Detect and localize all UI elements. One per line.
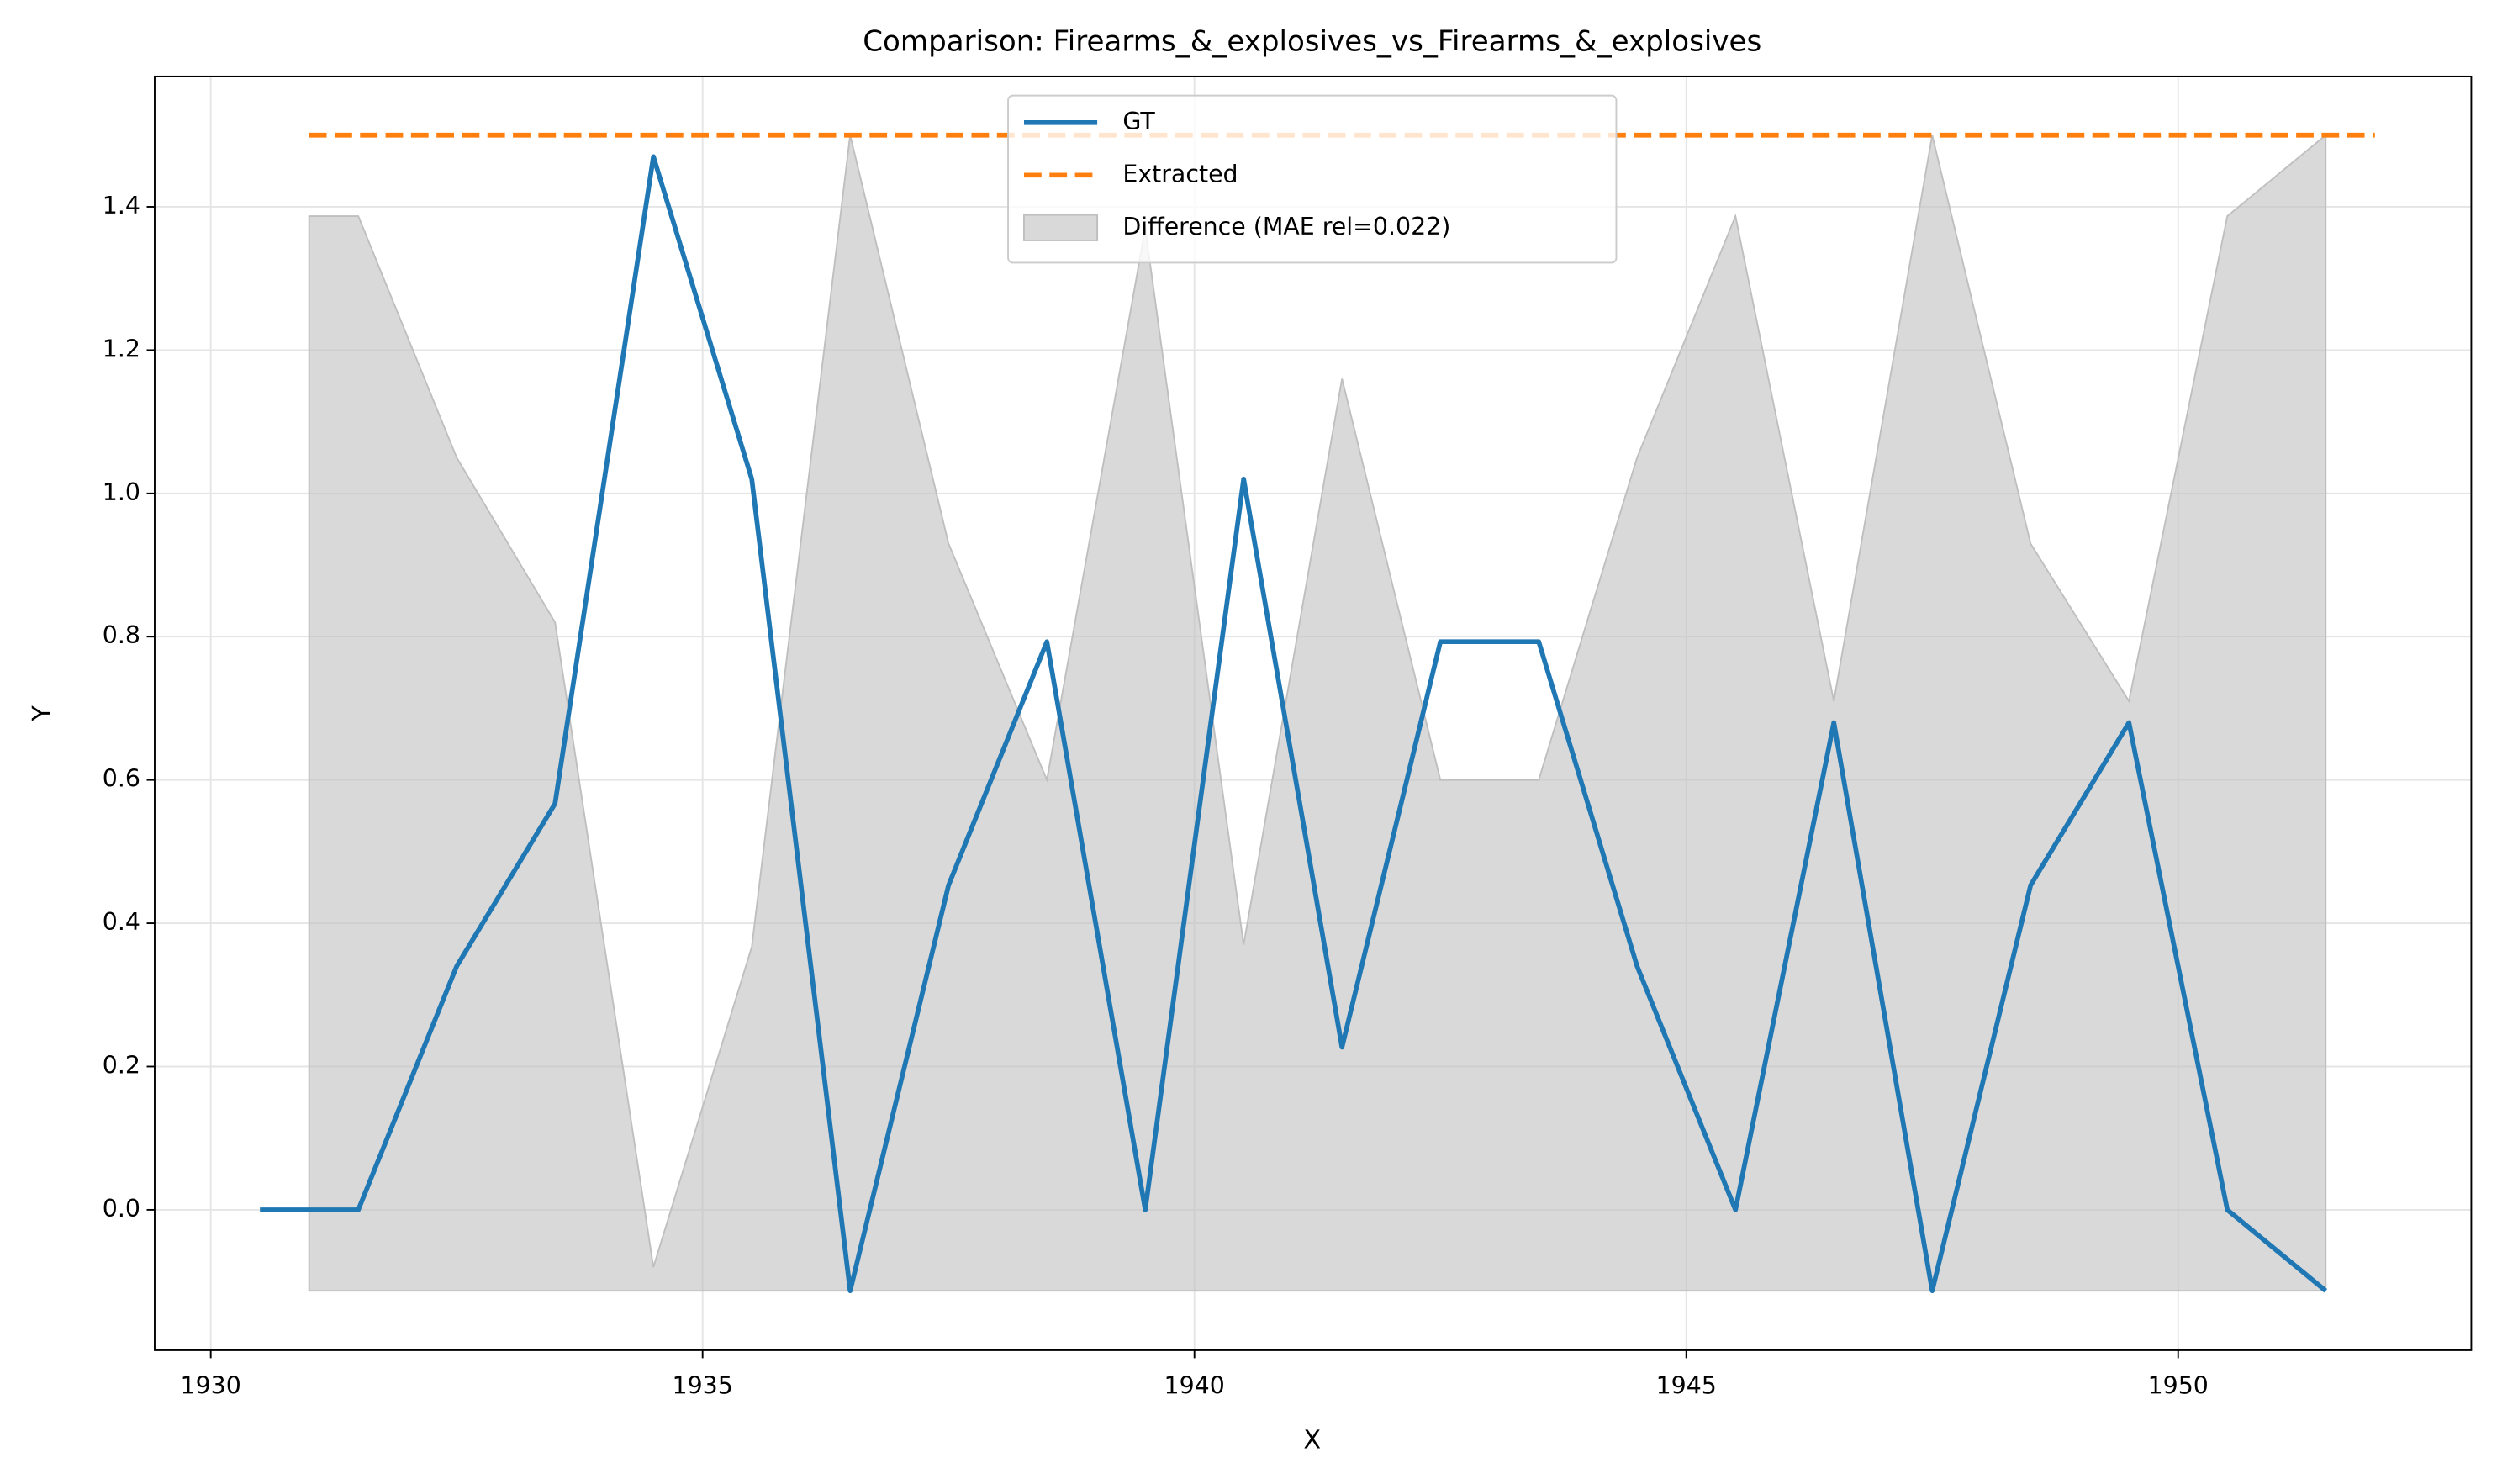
y-tick-label: 1.0	[103, 478, 140, 506]
x-tick-label: 1935	[673, 1371, 733, 1399]
legend-label: GT	[1122, 108, 1155, 135]
line-solid	[260, 154, 2328, 1294]
x-tick-label: 1940	[1164, 1371, 1225, 1399]
y-tick-label: 1.2	[103, 335, 140, 362]
y-tick-label: 0.8	[103, 621, 140, 649]
plot-frame	[154, 75, 2473, 1351]
legend-label: Difference (MAE rel=0.022)	[1122, 213, 1450, 240]
legend-swatch	[1023, 214, 1099, 241]
y-tick-label: 0.6	[103, 765, 140, 793]
difference-area	[308, 133, 2327, 1292]
x-tick-label: 1930	[181, 1371, 241, 1399]
x-tick-label: 1945	[1656, 1371, 1717, 1399]
x-axis-label: X	[1303, 1425, 1321, 1455]
y-tick-label: 0.2	[103, 1051, 140, 1079]
y-axis-label: Y	[28, 705, 57, 722]
y-tick-label: 0.0	[103, 1195, 140, 1223]
legend-box	[1007, 94, 1618, 264]
y-tick-label: 0.4	[103, 908, 140, 936]
legend-label: Extracted	[1122, 160, 1238, 187]
y-tick-label: 1.4	[103, 192, 140, 219]
x-tick-label: 1950	[2148, 1371, 2209, 1399]
chart-title: Comparison: Firearms_&_explosives_vs_Fir…	[863, 25, 1761, 59]
